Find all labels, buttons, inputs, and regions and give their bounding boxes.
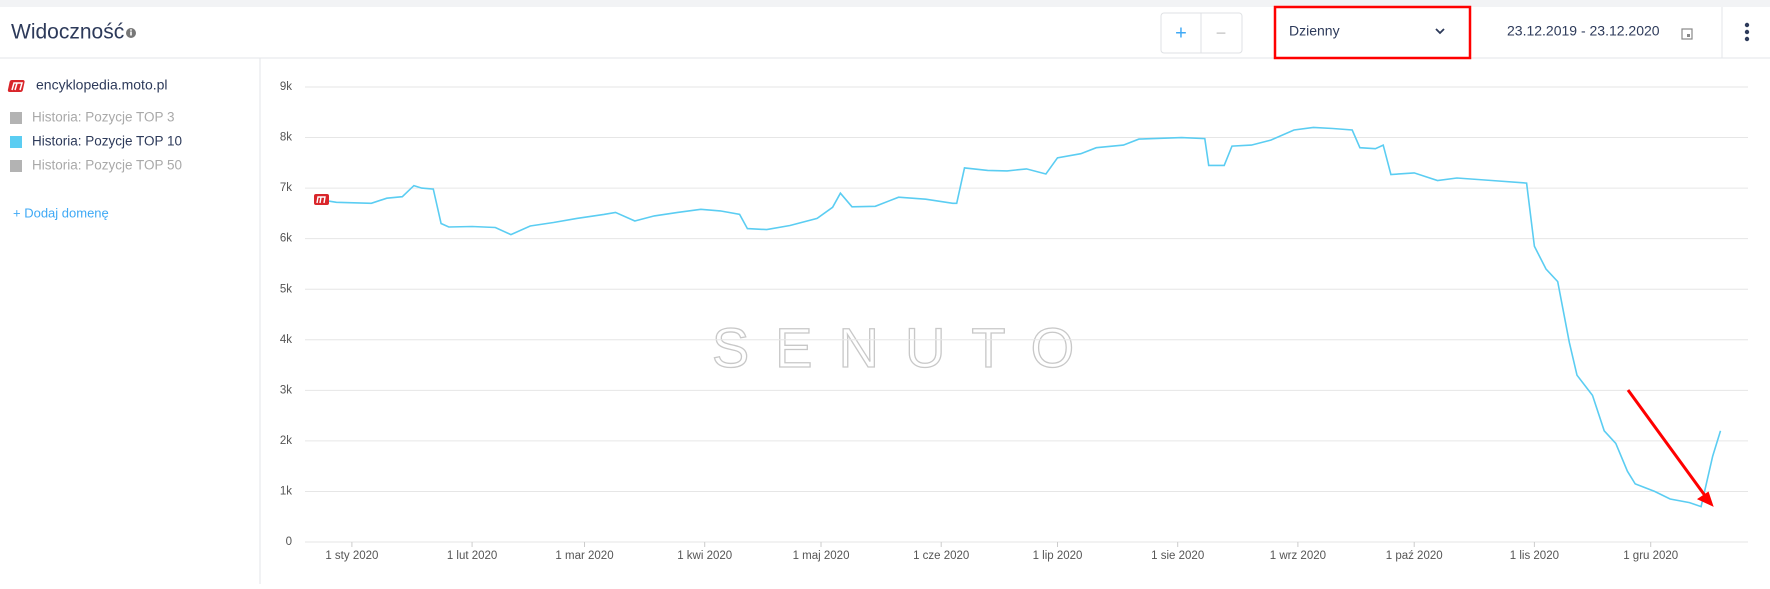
more-menu[interactable] bbox=[1744, 22, 1750, 42]
legend-label[interactable]: Historia: Pozycje TOP 50 bbox=[32, 158, 182, 173]
zoom-in-button[interactable]: + bbox=[1175, 22, 1187, 44]
x-tick-label: 1 lis 2020 bbox=[1510, 550, 1559, 562]
interval-dropdown[interactable] bbox=[1273, 5, 1472, 60]
series-line bbox=[316, 126, 1722, 508]
interval-value: Dzienny bbox=[1289, 23, 1340, 39]
y-tick-label: 4k bbox=[280, 334, 292, 346]
x-tick-label: 1 wrz 2020 bbox=[1270, 550, 1326, 562]
top-strip bbox=[0, 0, 1770, 7]
date-range[interactable]: 23.12.2019 - 23.12.2020 bbox=[1507, 23, 1660, 39]
x-tick-label: 1 mar 2020 bbox=[555, 550, 613, 562]
y-tick-label: 7k bbox=[280, 182, 292, 194]
legend-label[interactable]: Historia: Pozycje TOP 3 bbox=[32, 110, 175, 125]
dropdown-chevron bbox=[1435, 28, 1445, 35]
x-tick-label: 1 sty 2020 bbox=[325, 550, 378, 562]
legend-swatch[interactable] bbox=[10, 112, 22, 124]
y-tick-label: 8k bbox=[280, 132, 292, 144]
info-icon[interactable] bbox=[126, 28, 136, 38]
y-tick-label: 3k bbox=[280, 384, 292, 396]
y-tick-label: 6k bbox=[280, 233, 292, 245]
legend-swatch[interactable] bbox=[10, 160, 22, 172]
watermark: SENUTO bbox=[712, 316, 1100, 379]
zoom-out-button[interactable]: − bbox=[1216, 23, 1227, 43]
legend: Historia: Pozycje TOP 3 Historia: Pozycje… bbox=[10, 110, 182, 173]
domain-name: encyklopedia.moto.pl bbox=[36, 77, 168, 93]
add-domain-link[interactable]: + Dodaj domenę bbox=[13, 205, 109, 220]
legend-label[interactable]: Historia: Pozycje TOP 10 bbox=[32, 134, 182, 149]
legend-swatch[interactable] bbox=[10, 136, 22, 148]
x-tick-label: 1 gru 2020 bbox=[1623, 550, 1678, 562]
x-tick-label: 1 paź 2020 bbox=[1386, 550, 1443, 562]
x-tick-label: 1 lip 2020 bbox=[1033, 550, 1083, 562]
y-tick-label: 2k bbox=[280, 435, 292, 447]
annotation-arrow bbox=[1626, 389, 1714, 507]
y-tick-label: 1k bbox=[280, 485, 292, 497]
x-tick-label: 1 lut 2020 bbox=[447, 550, 498, 562]
y-tick-label: 9k bbox=[280, 81, 292, 93]
y-tick-label: 0 bbox=[286, 536, 292, 548]
domain-logo bbox=[7, 80, 25, 92]
page-title: Widoczność bbox=[11, 21, 124, 44]
x-tick-label: 1 maj 2020 bbox=[793, 550, 850, 562]
y-tick-label: 5k bbox=[280, 283, 292, 295]
calendar-icon[interactable] bbox=[1681, 28, 1693, 40]
x-tick-label: 1 cze 2020 bbox=[913, 550, 969, 562]
plot: SENUTO 0 1k 2k 3k 4k 5k 6k 7k 8k 9k 1 sty 2020 1 lut… bbox=[280, 81, 1748, 562]
x-tick-label: 1 sie 2020 bbox=[1151, 550, 1204, 562]
x-tick-label: 1 kwi 2020 bbox=[677, 550, 732, 562]
start-logo bbox=[314, 194, 329, 205]
